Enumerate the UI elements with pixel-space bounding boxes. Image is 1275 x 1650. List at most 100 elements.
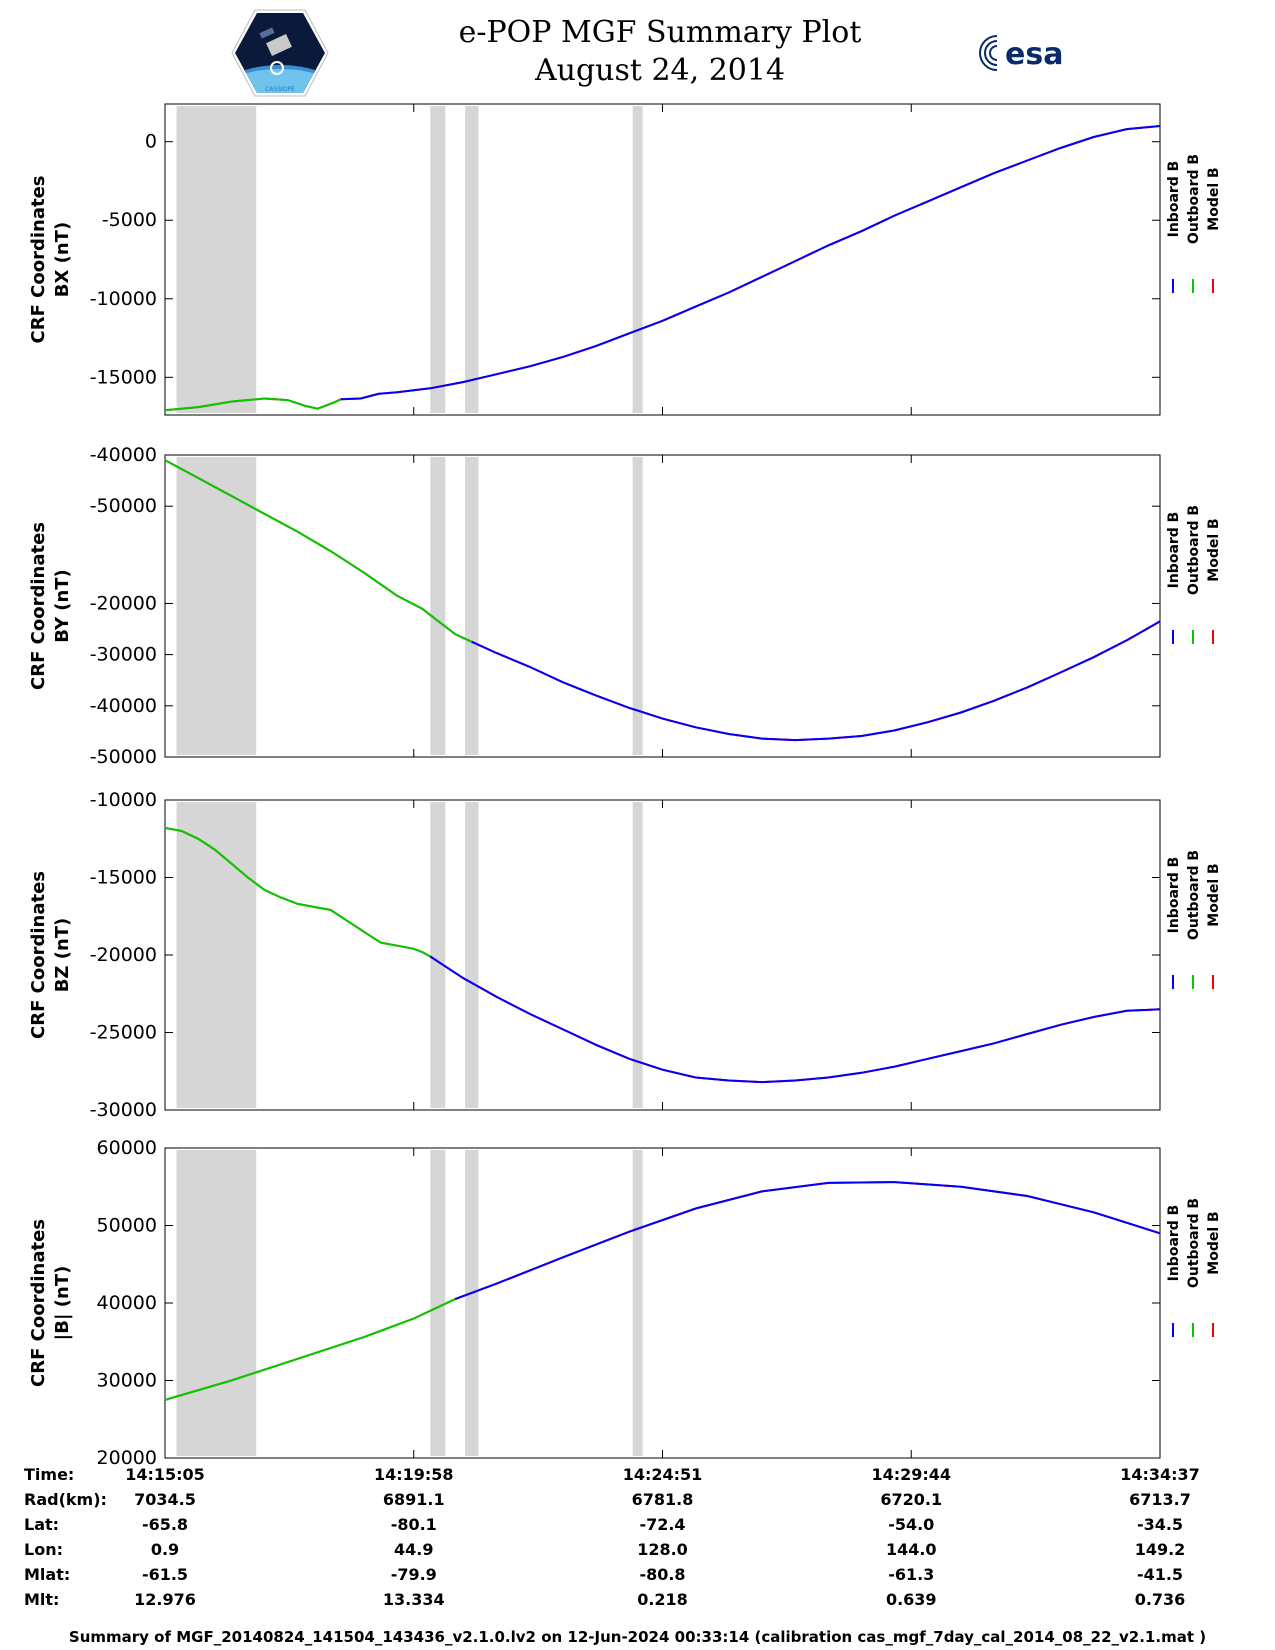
legend-label: Inboard B — [1166, 512, 1182, 589]
info-cell: -54.0 — [888, 1515, 935, 1534]
panel-bx: 0 -5000 -10000 -15000 CRF Coordinates BX (nT)… — [28, 103, 1222, 416]
y-tick-label: -40000 — [90, 695, 157, 717]
series-model-b — [164, 125, 1161, 412]
data-gap-shade — [632, 802, 643, 1108]
panel-bmag: 60000 50000 40000 30000 20000 CRF Coordinates… — [28, 1137, 1222, 1465]
series-model-b — [164, 1181, 1161, 1401]
data-gap-shade — [176, 802, 257, 1108]
info-cell: 13.334 — [382, 1590, 445, 1609]
data-gap-shade — [430, 1150, 446, 1456]
y-tick-label: -5000 — [102, 209, 157, 231]
info-cell: 6891.1 — [382, 1490, 445, 1509]
info-row-label: Rad(km): — [24, 1490, 107, 1509]
info-cell: 0.736 — [1134, 1590, 1186, 1609]
info-cell: -61.5 — [141, 1565, 189, 1584]
info-cell: 14:24:51 — [622, 1465, 703, 1484]
info-cell: -34.5 — [1136, 1515, 1184, 1534]
legend-label: Inboard B — [1166, 857, 1182, 934]
y-tick-label: -40000 — [90, 444, 157, 466]
info-row-label: Lon: — [24, 1540, 63, 1559]
y-tick-label: 30000 — [97, 1370, 157, 1392]
footer-caption: Summary of MGF_20140824_141504_143436_v2… — [68, 1628, 1207, 1646]
info-row-label: Time: — [24, 1465, 75, 1484]
y-tick-label: 40000 — [97, 1292, 157, 1314]
plot-frame — [164, 103, 1161, 416]
info-cell: 6781.8 — [631, 1490, 694, 1509]
y-axis-label: CRF Coordinates — [28, 871, 49, 1039]
y-tick-label: -30000 — [90, 1099, 157, 1121]
info-cell: 14:19:58 — [373, 1465, 454, 1484]
y-axis-label: BX (nT) — [52, 222, 73, 297]
data-gap-shade — [632, 1150, 643, 1456]
esa-logo: esa — [979, 35, 1063, 72]
series-outboard-b — [164, 1298, 456, 1401]
legend-label: Outboard B — [1186, 1198, 1202, 1288]
plot-title: e-POP MGF Summary Plot — [458, 15, 862, 50]
y-tick-label: -20000 — [90, 592, 157, 614]
info-cell: 144.0 — [885, 1540, 937, 1559]
y-axis-label: CRF Coordinates — [28, 522, 49, 690]
legend-label: Outboard B — [1186, 850, 1202, 940]
series-outboard-b — [164, 459, 473, 643]
data-gap-shade — [632, 457, 643, 755]
y-tick-label: -10000 — [90, 288, 157, 310]
info-cell: 0.218 — [637, 1590, 688, 1609]
y-tick-label: -15000 — [90, 366, 157, 388]
legend-label: Model B — [1206, 167, 1222, 230]
info-cell: 6713.7 — [1129, 1490, 1191, 1509]
y-axis-label: |B| (nT) — [52, 1266, 73, 1341]
cassiope-logo: CASSIOPE — [231, 9, 329, 97]
series-outboard-b — [164, 397, 342, 412]
info-cell: -65.8 — [141, 1515, 189, 1534]
data-gap-shade — [430, 106, 446, 413]
info-cell: 149.2 — [1134, 1540, 1186, 1559]
y-tick-label: -50000 — [90, 495, 157, 517]
plot-frame — [164, 799, 1161, 1111]
data-gap-shade — [465, 1150, 479, 1456]
y-axis-label: CRF Coordinates — [28, 176, 49, 344]
y-tick-label: 20000 — [97, 1447, 157, 1465]
legend-label: Inboard B — [1166, 161, 1182, 238]
data-gap-shade — [176, 1150, 257, 1456]
cassiope-logo-text: CASSIOPE — [265, 86, 295, 93]
legend-label: Model B — [1206, 518, 1222, 581]
legend-label: Outboard B — [1186, 505, 1202, 595]
series-inboard-b — [454, 1181, 1161, 1301]
info-cell: 14:34:37 — [1120, 1465, 1200, 1484]
data-gap-shade — [465, 802, 479, 1108]
series-inboard-b — [471, 620, 1161, 742]
info-cell: 12.976 — [134, 1590, 196, 1609]
info-cell: 0.639 — [885, 1590, 937, 1609]
info-cell: -72.4 — [639, 1515, 686, 1534]
y-tick-label: -15000 — [90, 867, 157, 889]
y-tick-label: -10000 — [90, 789, 157, 811]
data-gap-shade — [176, 106, 257, 413]
info-cell: -61.3 — [888, 1565, 935, 1584]
legend-label: Inboard B — [1166, 1205, 1182, 1282]
info-row-label: Lat: — [24, 1515, 60, 1534]
info-cell: 128.0 — [637, 1540, 688, 1559]
legend-label: Model B — [1206, 863, 1222, 926]
y-axis-label: BZ (nT) — [52, 918, 73, 993]
series-model-b — [164, 459, 1161, 742]
info-row-label: Mlt: — [24, 1590, 60, 1609]
info-cell: -41.5 — [1136, 1565, 1184, 1584]
y-tick-label: -25000 — [90, 1022, 157, 1044]
info-row-label: Mlat: — [24, 1565, 71, 1584]
series-inboard-b — [340, 125, 1161, 401]
info-cell: 14:29:44 — [871, 1465, 952, 1484]
y-tick-label: -50000 — [90, 746, 157, 768]
data-gap-shade — [465, 457, 479, 755]
info-cell: 14:15:05 — [125, 1465, 205, 1484]
legend-label: Outboard B — [1186, 154, 1202, 244]
series-outboard-b — [164, 826, 431, 958]
y-tick-label: -20000 — [90, 944, 157, 966]
plot-date: August 24, 2014 — [534, 53, 786, 88]
data-gap-shade — [632, 106, 643, 413]
y-axis-label: CRF Coordinates — [28, 1219, 49, 1387]
panel-bz: -10000 -15000 -20000 -25000 -30000 CRF Coordi… — [28, 789, 1222, 1121]
info-cell: -80.8 — [639, 1565, 686, 1584]
info-cell: -80.1 — [390, 1515, 437, 1534]
info-cell: 6720.1 — [880, 1490, 943, 1509]
